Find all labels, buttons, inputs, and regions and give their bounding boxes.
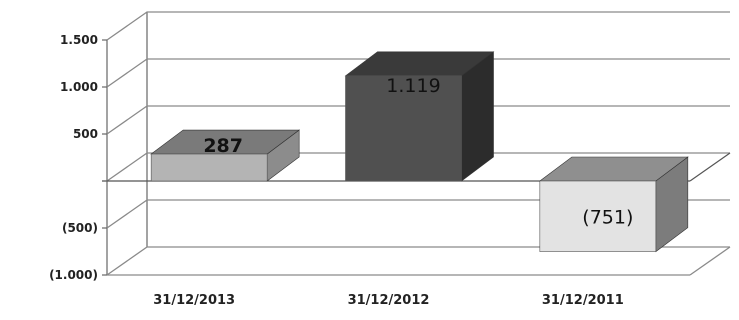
bar-front: [150, 153, 268, 182]
x-tick-label: 31/12/2011: [542, 293, 624, 308]
gridline: [106, 58, 730, 88]
category-labels: 31/12/2013 31/12/2012 31/12/2011: [153, 293, 624, 308]
bar-31/12/2012: 1.119: [344, 51, 495, 182]
x-tick-label: 31/12/2013: [153, 293, 235, 308]
y-tick-label: 1.000: [60, 80, 98, 94]
gridline: [106, 105, 730, 135]
floor-right-edge: [689, 246, 731, 276]
gridlines: [102, 11, 731, 276]
bar-front: [345, 75, 462, 182]
bars: 287 1.119 (751): [150, 51, 689, 253]
gridline: [106, 199, 730, 229]
x-tick-label: 31/12/2012: [348, 293, 430, 308]
data-label: (751): [582, 206, 633, 228]
y-tick-label: (500): [62, 221, 98, 235]
data-label: 287: [203, 135, 243, 157]
gridline: [106, 152, 730, 182]
data-label: 1.119: [386, 75, 440, 97]
zero-baseline-depth: [689, 152, 731, 182]
y-tick-label: (1.000): [49, 268, 98, 282]
gridline: [106, 246, 730, 276]
y-tick-label: 500: [73, 127, 98, 141]
bar-31/12/2013: 287: [150, 129, 301, 182]
y-tick-labels: 1.500 1.000 500 (500) (1.000): [49, 33, 107, 282]
bar-front: [539, 180, 657, 252]
bar-31/12/2011: (751): [538, 156, 689, 253]
gridline: [106, 11, 730, 41]
y-tick-label: 1.500: [60, 33, 98, 47]
